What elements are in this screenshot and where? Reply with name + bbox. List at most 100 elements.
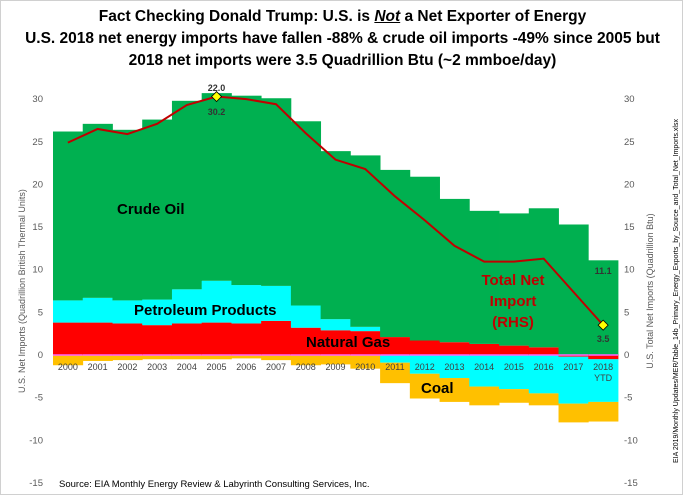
x-tick-label: 2002	[117, 362, 137, 372]
bar-crude-oil-2005	[201, 93, 232, 281]
bar-coal-2010	[350, 355, 381, 369]
label-total-net-import-3: (RHS)	[492, 314, 534, 331]
bar-natural-gas-2012	[409, 340, 440, 355]
annotation-2005-total: 30.2	[208, 107, 226, 117]
chart-title-line-3: 2018 net imports were 3.5 Quadrillion Bt…	[128, 52, 557, 69]
bar-crude-oil-2016	[528, 208, 559, 348]
y2-tick-label: -15	[624, 478, 638, 489]
bar-crude-oil-2011	[380, 169, 411, 338]
highlight-marker-2018	[597, 319, 609, 331]
x-tick-label: 2010	[355, 362, 375, 372]
bar-crude-oil-2013	[439, 198, 470, 343]
bar-petroleum-products-2015	[499, 355, 530, 390]
x-tick-label: 2000	[58, 362, 78, 372]
x-tick-label: 2017	[563, 362, 583, 372]
bar-crude-oil-2009	[320, 151, 351, 320]
x-tick-label: 2016	[534, 362, 554, 372]
annotation-2005-crude: 22.0	[208, 83, 226, 93]
bar-crude-oil-2014	[469, 210, 500, 344]
x-tick-label: 2005	[207, 362, 227, 372]
annotation-2018-total: 3.5	[597, 334, 610, 344]
source-file-note: EIA 2019/Monthly Updates/MER/Table_14b_P…	[673, 119, 680, 463]
bar-petroleum-products-2005	[201, 280, 232, 323]
bar-petroleum-products-2012	[409, 355, 440, 374]
bar-natural-gas-2008	[290, 327, 322, 355]
bar-natural-gas-2004	[171, 323, 203, 355]
bar-coal-2012	[409, 373, 440, 399]
title-emphasis: Not	[374, 8, 401, 25]
bar-crude-oil-2010	[350, 155, 381, 327]
bar-petroleum-products-2013	[439, 355, 470, 379]
bar-natural-gas-2006	[231, 323, 262, 355]
bar-natural-gas-2017	[558, 355, 589, 357]
bar-coal-2018	[588, 401, 619, 422]
bar-coal-2016	[528, 393, 559, 406]
y-tick-label: 30	[32, 94, 43, 105]
bar-petroleum-products-2002	[112, 300, 143, 324]
bar-crude-oil-2018	[588, 260, 619, 355]
x-tick-label: 2009	[325, 362, 345, 372]
bar-crude-oil-2001	[82, 123, 113, 298]
y2-tick-label: 5	[624, 307, 629, 318]
label-natural-gas: Natural Gas	[306, 334, 390, 351]
bar-natural-gas-2013	[439, 342, 470, 355]
bar-crude-oil-2000	[53, 131, 84, 301]
bar-coal-2001	[82, 355, 113, 361]
y-tick-label: -15	[29, 478, 43, 489]
x-tick-label: 2015	[504, 362, 524, 372]
y2-tick-label: 10	[624, 265, 635, 276]
bar-crude-oil-2004	[171, 100, 203, 290]
bar-petroleum-products-2006	[231, 285, 262, 324]
bar-petroleum-products-2000	[53, 300, 84, 323]
bar-coal-2008	[290, 355, 322, 366]
bar-petroleum-products-2009	[320, 319, 351, 331]
chart-title-line-2: U.S. 2018 net energy imports have fallen…	[25, 30, 660, 47]
source-note: Source: EIA Monthly Energy Review & Laby…	[59, 479, 369, 490]
bar-coal-2014	[469, 386, 500, 406]
y2-tick-label: 0	[624, 350, 629, 361]
bar-crude-oil-2003	[142, 119, 173, 300]
bar-natural-gas-2000	[53, 322, 84, 355]
bar-coal-2003	[142, 355, 173, 360]
bar-natural-gas-2011	[380, 337, 411, 355]
bar-crude-oil-2002	[112, 129, 143, 301]
x-tick-label: 2007	[266, 362, 286, 372]
title-part-b: a Net Exporter of Energy	[400, 8, 587, 25]
bar-natural-gas-2001	[82, 322, 113, 355]
bar-coal-2005	[201, 355, 232, 360]
bar-coal-2009	[320, 355, 351, 365]
bar-natural-gas-2014	[469, 343, 500, 355]
bar-petroleum-products-2004	[171, 289, 203, 324]
label-coal: Coal	[421, 380, 454, 397]
x-tick-label: 2018	[593, 362, 613, 372]
bar-petroleum-products-2017	[558, 356, 589, 404]
bar-natural-gas-2009	[320, 330, 351, 355]
label-total-net-import-1: Total Net	[481, 272, 544, 289]
highlight-marker-2005	[210, 90, 223, 103]
bar-petroleum-products-2016	[528, 355, 559, 394]
y2-tick-label: 30	[624, 94, 635, 105]
bar-natural-gas-2002	[112, 323, 143, 355]
bar-petroleum-products-2001	[82, 297, 113, 323]
label-petroleum-products: Petroleum Products	[134, 302, 277, 319]
x-tick-label: 2011	[385, 362, 404, 372]
y2-tick-label: -10	[624, 435, 638, 446]
label-total-net-import-2: Import	[490, 293, 537, 310]
bar-crude-oil-2007	[261, 98, 292, 286]
y-axis-title: U.S. Net Imports (Quadrillion British Th…	[17, 189, 27, 393]
x-tick-label: 2004	[177, 362, 197, 372]
label-crude-oil: Crude Oil	[117, 201, 185, 218]
y2-tick-label: -5	[624, 393, 632, 404]
bar-crude-oil-2012	[409, 176, 440, 341]
bar-petroleum-products-2014	[469, 355, 500, 387]
bar-natural-gas-2010	[350, 331, 381, 355]
bar-crude-oil-2006	[231, 95, 262, 286]
y-tick-label: -5	[35, 393, 43, 404]
bar-natural-gas-2005	[201, 322, 232, 355]
y-tick-label: 0	[38, 350, 43, 361]
bar-petroleum-products-2018	[588, 359, 619, 402]
bar-petroleum-products-2011	[380, 355, 411, 363]
y-tick-label: 25	[32, 137, 43, 148]
